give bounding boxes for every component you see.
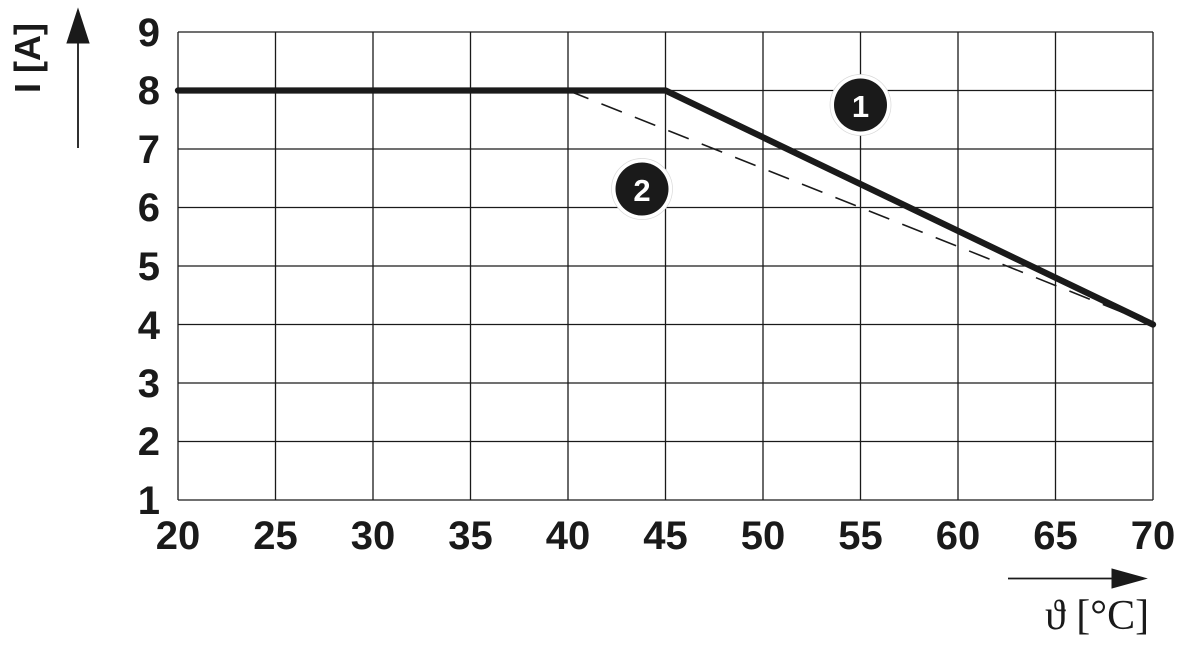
svg-text:2: 2 [633, 173, 650, 208]
svg-text:20: 20 [156, 514, 201, 558]
svg-text:50: 50 [741, 514, 786, 558]
svg-text:ϑ [°C]: ϑ [°C] [1045, 593, 1149, 639]
svg-text:1: 1 [852, 89, 869, 124]
svg-text:9: 9 [138, 11, 160, 55]
svg-text:4: 4 [138, 304, 161, 348]
svg-text:65: 65 [1033, 514, 1078, 558]
svg-text:6: 6 [138, 186, 160, 230]
svg-text:60: 60 [936, 514, 981, 558]
svg-text:45: 45 [643, 514, 688, 558]
svg-text:2: 2 [138, 420, 160, 464]
svg-text:25: 25 [253, 514, 298, 558]
svg-text:40: 40 [546, 514, 591, 558]
svg-text:5: 5 [138, 245, 160, 289]
svg-text:55: 55 [838, 514, 883, 558]
svg-text:3: 3 [138, 362, 160, 406]
svg-text:7: 7 [138, 128, 160, 172]
svg-text:8: 8 [138, 69, 160, 113]
svg-text:30: 30 [351, 514, 396, 558]
svg-text:70: 70 [1131, 514, 1176, 558]
svg-text:35: 35 [448, 514, 493, 558]
svg-text:I [A]: I [A] [7, 23, 48, 93]
